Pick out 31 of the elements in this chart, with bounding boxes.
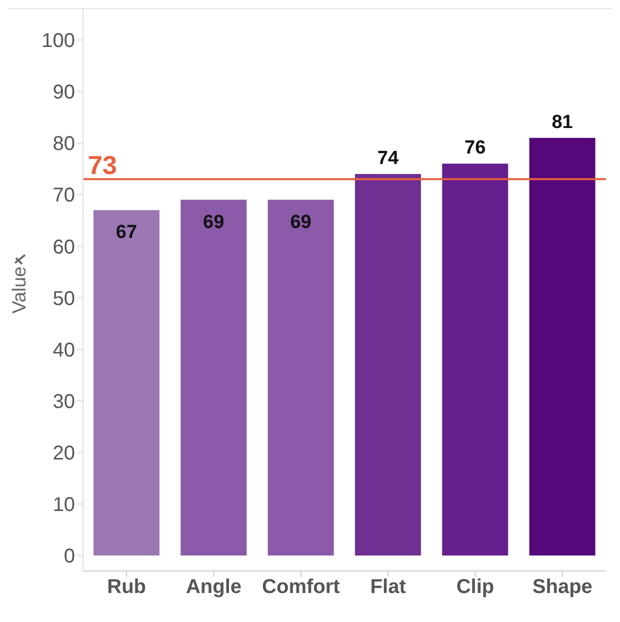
- data-label: 76: [464, 138, 486, 159]
- data-label: 69: [203, 212, 224, 233]
- x-tick-label: Flat: [370, 576, 406, 598]
- x-tick-label: Comfort: [262, 576, 340, 598]
- y-tick-label: 100: [42, 30, 75, 52]
- x-tick-label: Angle: [186, 576, 242, 598]
- data-label: 74: [377, 148, 399, 169]
- bar: [268, 200, 334, 556]
- y-tick-label: 20: [52, 442, 75, 465]
- bar: [442, 164, 508, 556]
- y-tick-label: 30: [52, 390, 75, 413]
- bar: [93, 210, 160, 556]
- data-label: 81: [552, 112, 574, 133]
- x-tick-label: Clip: [456, 576, 494, 598]
- bar: [180, 200, 247, 556]
- y-tick-label: 80: [52, 133, 75, 156]
- x-tick-label: Shape: [532, 576, 592, 598]
- data-label: 69: [290, 212, 312, 233]
- y-tick-label: 40: [52, 339, 75, 362]
- data-label: 67: [116, 222, 138, 244]
- bar: [354, 174, 421, 556]
- y-tick-label: 10: [52, 494, 75, 516]
- y-tick-label: 50: [52, 288, 75, 310]
- ref-line-label: 73: [88, 150, 117, 180]
- y-axis-title: Value: [10, 266, 30, 314]
- x-tick-label: Rub: [107, 576, 146, 598]
- bar: [529, 138, 596, 556]
- y-tick-label: 0: [64, 546, 75, 568]
- y-tick-label: 60: [52, 236, 75, 258]
- y-tick-label: 90: [52, 82, 75, 104]
- y-tick-label: 70: [52, 184, 75, 207]
